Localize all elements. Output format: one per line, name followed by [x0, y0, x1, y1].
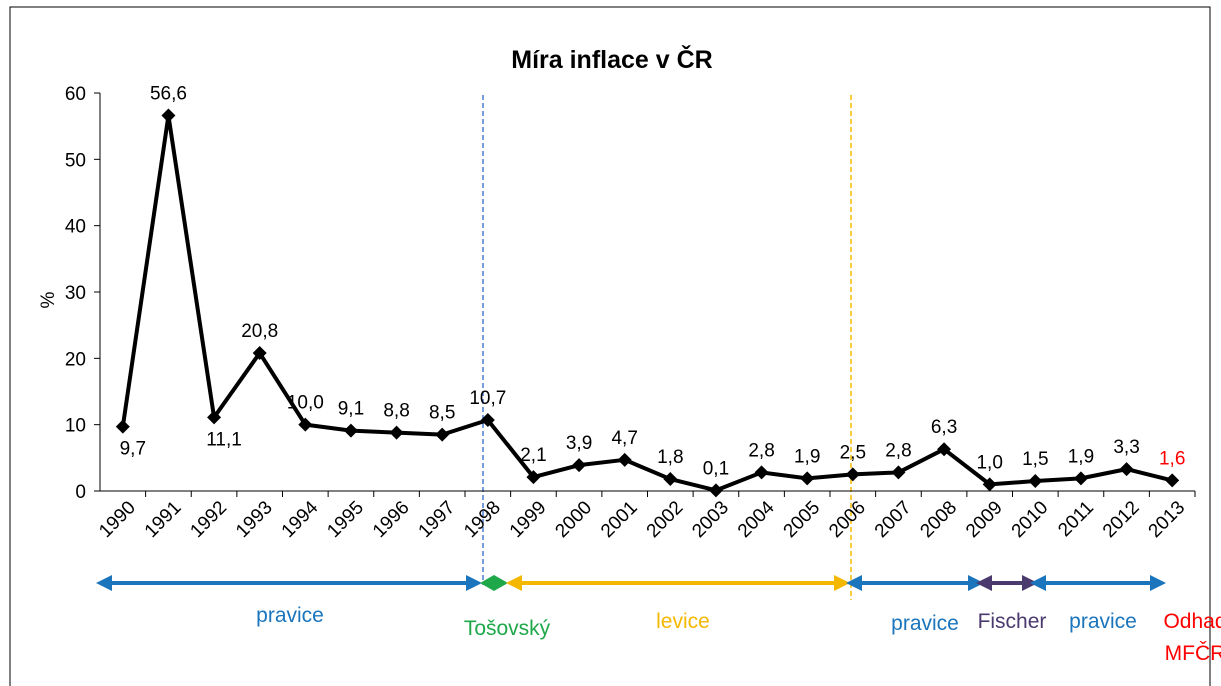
period-arrows [96, 575, 1166, 591]
period-label: pravice [256, 604, 324, 627]
marker [800, 471, 815, 486]
data-label: 1,8 [657, 447, 683, 468]
x-tick-label: 1992 [186, 497, 231, 542]
data-label: 20,8 [241, 321, 278, 342]
period-label: Fischer [978, 610, 1047, 633]
data-label: 3,3 [1113, 437, 1139, 458]
y-tick-label: 30 [65, 283, 86, 304]
marker [389, 425, 404, 440]
x-tick-label: 1995 [323, 497, 368, 542]
x-tick-label: 2013 [1145, 497, 1190, 542]
x-tick-label: 1997 [415, 497, 460, 542]
marker [207, 410, 222, 425]
x-tick-label: 2011 [1054, 497, 1098, 541]
data-label: 8,5 [429, 403, 455, 424]
frame [9, 6, 1211, 686]
x-tick-label: 1994 [278, 497, 323, 542]
x-tick-label: 2002 [643, 497, 688, 542]
period-label: levice [656, 610, 710, 633]
x-tick-label: 1996 [369, 497, 414, 542]
data-label: 1,9 [1068, 446, 1094, 467]
y-tick-label: 10 [65, 416, 86, 437]
x-tick-label: 2003 [688, 497, 733, 542]
marker [617, 452, 632, 467]
x-tick-label: 1999 [506, 497, 551, 542]
marker [663, 472, 678, 487]
x-tick-label: 2012 [1099, 497, 1144, 542]
data-label: 0,1 [703, 458, 729, 479]
period-label: Tošovský [464, 617, 551, 640]
data-label: 9,1 [338, 399, 364, 420]
data-label: 3,9 [566, 433, 592, 454]
data-label: 56,6 [150, 84, 187, 105]
x-tick-label: 2008 [916, 497, 961, 542]
data-label: 10,7 [469, 388, 506, 409]
marker [572, 458, 587, 473]
x-tick-label: 2004 [734, 497, 779, 542]
x-tick-label: 2000 [551, 497, 596, 542]
marker [435, 427, 450, 442]
marker [161, 108, 176, 123]
x-tick-label: 2005 [780, 497, 825, 542]
period-label: Odhad [1163, 610, 1221, 633]
x-tick-label: 2007 [871, 497, 916, 542]
marker [115, 419, 130, 434]
y-tick-label: 40 [65, 217, 86, 238]
marker [754, 465, 769, 480]
marker [343, 423, 358, 438]
x-tick-label: 2009 [962, 497, 1007, 542]
data-label: 9,7 [120, 439, 146, 460]
y-axis-label: % [38, 291, 59, 308]
marker [298, 417, 313, 432]
data-label: 2,5 [840, 442, 866, 463]
data-label: 1,5 [1022, 449, 1048, 470]
data-label: 2,8 [885, 440, 911, 461]
marker [1165, 473, 1180, 488]
data-label: 10,0 [287, 393, 324, 414]
y-tick-label: 20 [65, 349, 86, 370]
marker [526, 470, 541, 485]
marker [982, 477, 997, 492]
x-tick-label: 1990 [95, 497, 140, 542]
x-tick-label: 2010 [1008, 497, 1053, 542]
y-tick-label: 60 [65, 84, 86, 105]
line [120, 113, 1173, 493]
marker [937, 442, 952, 457]
y-tick-label: 0 [75, 482, 86, 503]
period-label: pravice [1069, 610, 1137, 633]
data-label: 1,0 [976, 452, 1002, 473]
marker [708, 483, 723, 498]
data-label: 1,9 [794, 446, 820, 467]
period-label: pravice [891, 612, 959, 635]
data-label: 6,3 [931, 417, 957, 438]
marker [252, 346, 267, 361]
period-label: MFČR [1165, 642, 1221, 665]
marker [1119, 462, 1134, 477]
arrow [480, 575, 508, 591]
x-tick-label: 2006 [825, 497, 870, 542]
y-tick-label: 50 [65, 150, 86, 171]
x-tick-label: 1991 [141, 497, 186, 542]
marker [1028, 474, 1043, 489]
marker [845, 467, 860, 482]
data-label: 4,7 [611, 428, 637, 449]
marker [1073, 471, 1088, 486]
x-tick-label: 2001 [597, 497, 642, 542]
data-label: 11,1 [206, 429, 242, 450]
x-tick-label: 1993 [232, 497, 277, 542]
data-label: 2,1 [520, 445, 546, 466]
marker [891, 465, 906, 480]
data-label: 2,8 [748, 440, 774, 461]
data-label: 1,6 [1159, 448, 1185, 469]
chart-title: Míra inflace v ČR [511, 44, 712, 74]
marker [480, 413, 495, 428]
data-label: 8,8 [383, 401, 409, 422]
